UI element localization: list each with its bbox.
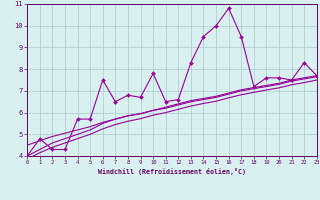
X-axis label: Windchill (Refroidissement éolien,°C): Windchill (Refroidissement éolien,°C) <box>98 168 246 175</box>
